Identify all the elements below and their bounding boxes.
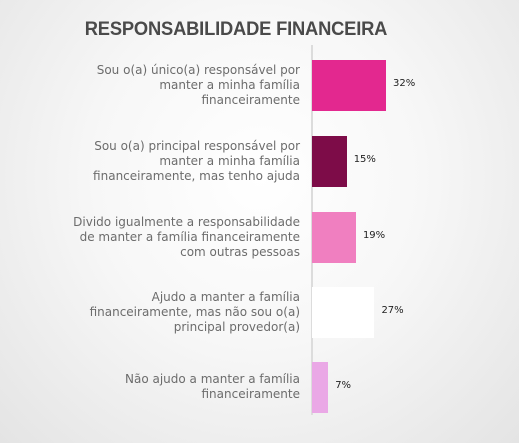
category-label-line: Sou o(a) principal responsável por [94, 138, 300, 153]
bar [312, 135, 347, 187]
category-label-line: Divido igualmente a responsabilidade [73, 214, 300, 229]
category-label: Divido igualmente a responsabilidade de m… [50, 215, 300, 260]
category-label: Não ajudo a manter a família financeirame… [50, 372, 300, 402]
category-label-line: de manter a família financeiramente [79, 229, 300, 244]
data-label: 15% [353, 154, 376, 165]
category-label-line: financeiramente, mas tenho ajuda [93, 168, 300, 183]
bar [312, 361, 329, 413]
category-label: Sou o(a) único(a) responsável por manter … [50, 63, 300, 108]
category-label-line: principal provedor(a) [173, 319, 300, 334]
data-label: 27% [381, 305, 404, 316]
category-label-line: financeiramente [201, 387, 301, 401]
bar [312, 59, 386, 111]
category-label-line: Sou o(a) único(a) responsável por [96, 62, 300, 77]
category-label-line: manter a minha família [159, 77, 300, 92]
category-label: Ajudo a manter a família financeiramente,… [50, 290, 300, 335]
chart-title: RESPONSABILIDADE FINANCEIRA [84, 18, 388, 40]
data-label: 32% [393, 78, 416, 89]
bar [312, 211, 356, 263]
category-label-line: Ajudo a manter a família [151, 289, 300, 304]
category-label-line: Não ajudo a manter a família [125, 372, 300, 386]
data-label: 7% [335, 380, 352, 391]
category-label: Sou o(a) principal responsável por manter… [50, 139, 300, 184]
category-label-line: financeiramente, mas não sou o(a) [89, 304, 300, 319]
category-label-line: manter a minha família [159, 153, 300, 168]
category-label-line: com outras pessoas [180, 244, 300, 259]
bar [312, 286, 375, 338]
category-label-line: financeiramente [201, 92, 301, 107]
data-label: 19% [362, 230, 386, 241]
